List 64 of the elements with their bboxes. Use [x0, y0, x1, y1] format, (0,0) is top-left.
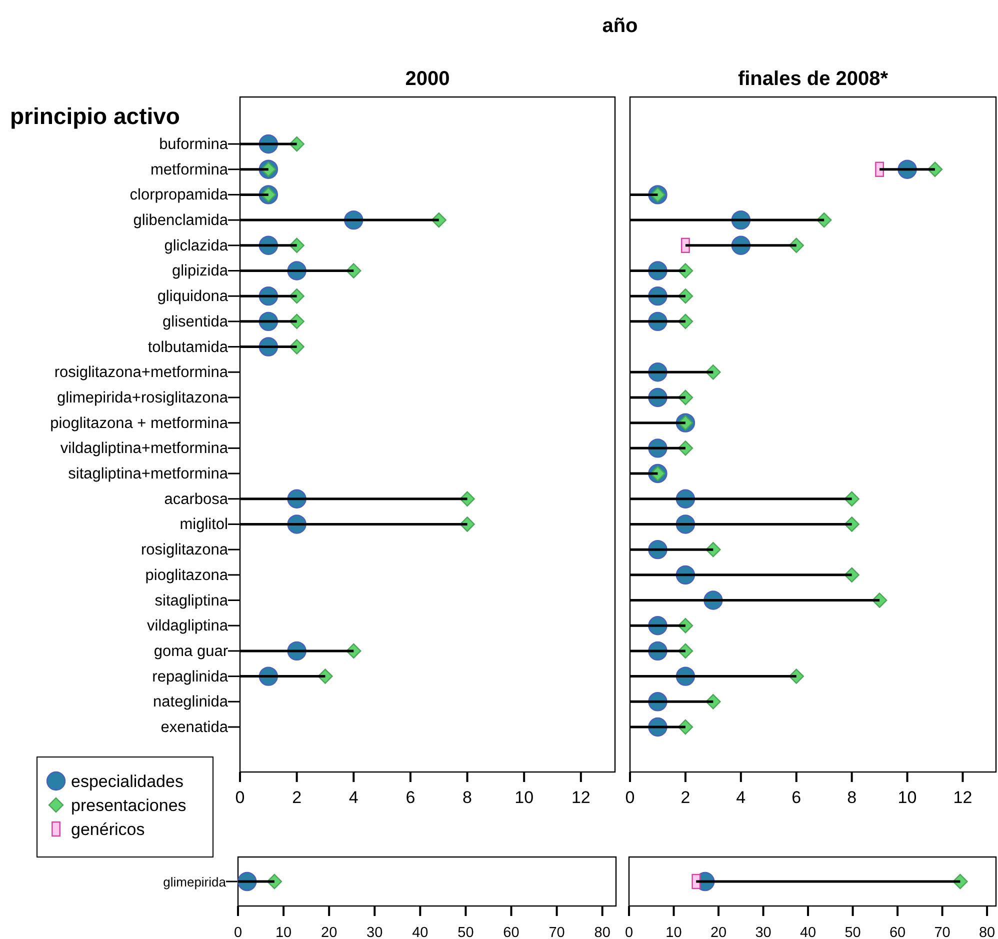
x-tick-label: 10: [666, 925, 682, 939]
x-tick-label: 80: [594, 925, 610, 939]
y-axis-title: principio activo: [10, 103, 180, 129]
x-tick-label: 40: [412, 925, 428, 939]
legend-label: presentaciones: [71, 796, 186, 815]
x-tick-label: 0: [624, 925, 634, 939]
y-tick-label: pioglitazona: [145, 566, 228, 584]
y-tick-label: metformina: [150, 161, 228, 178]
x-tick-label: 40: [800, 925, 816, 939]
y-tick-label: goma guar: [154, 642, 228, 660]
x-tick-label: 80: [978, 925, 996, 939]
y-tick-label: tolbutamida: [148, 338, 228, 356]
x-tick-label: 0: [234, 925, 242, 939]
y-tick-label: gliquidona: [157, 288, 228, 306]
y-tick-label: miglitol: [180, 516, 228, 534]
x-tick-label: 70: [548, 925, 565, 939]
y-tick-label: exenatida: [160, 719, 228, 736]
x-tick-label: 4: [736, 788, 746, 807]
x-tick-label: 6: [792, 788, 802, 807]
y-tick-label: glisentida: [162, 313, 228, 330]
y-tick-label: glimepirida: [163, 874, 227, 890]
x-tick-label: 60: [889, 925, 906, 939]
x-tick-label: 50: [844, 925, 861, 939]
x-tick-label: 12: [953, 788, 972, 807]
y-tick-label: pioglitazona + metformina: [50, 414, 228, 432]
x-tick-label: 60: [503, 925, 520, 939]
x-tick-label: 70: [934, 925, 950, 939]
x-tick-label: 8: [462, 788, 472, 807]
y-tick-label: buformina: [159, 136, 228, 153]
chart-title: finales de 2008*: [738, 68, 888, 90]
y-tick-label: glibenclamida: [133, 212, 228, 230]
x-tick-label: 12: [571, 788, 590, 807]
x-tick-label: 30: [755, 925, 772, 939]
y-tick-label: nateglinida: [153, 694, 228, 711]
legend-label: genéricos: [71, 820, 145, 839]
y-tick-label: gliclazida: [164, 237, 228, 254]
y-tick-label: clorpropamida: [130, 186, 228, 204]
x-tick-label: 10: [514, 788, 534, 807]
x-tick-label: 2: [292, 788, 302, 807]
y-tick-label: vildagliptina: [147, 618, 228, 635]
y-tick-label: sitagliptina+metformina: [68, 466, 228, 483]
x-tick-label: 0: [235, 788, 245, 807]
y-tick-label: rosiglitazona+metformina: [54, 364, 228, 382]
x-tick-label: 30: [366, 925, 383, 939]
y-tick-label: glipizida: [172, 262, 228, 280]
y-tick-label: glimepirida+rosiglitazona: [56, 389, 228, 406]
y-tick-label: acarbosa: [164, 490, 228, 508]
x-tick-label: 4: [348, 788, 358, 807]
text: año: [602, 15, 638, 37]
x-tick-label: 6: [406, 788, 416, 807]
x-tick-label: 8: [847, 788, 857, 807]
y-tick-label: vildagliptina+metformina: [60, 440, 228, 458]
x-tick-label: 50: [458, 925, 474, 939]
x-tick-label: 10: [275, 925, 292, 939]
x-tick-label: 2: [680, 788, 690, 807]
x-tick-label: 0: [625, 788, 635, 807]
x-tick-label: 20: [321, 925, 338, 939]
y-tick-label: rosiglitazona: [140, 542, 228, 559]
legend-label: especialidades: [71, 772, 184, 791]
x-tick-label: 10: [898, 788, 917, 807]
y-tick-label: repaglinida: [152, 668, 228, 686]
x-tick-label: 20: [710, 925, 727, 939]
y-tick-label: sitagliptina: [154, 592, 228, 610]
chart-title: 2000: [405, 68, 450, 90]
